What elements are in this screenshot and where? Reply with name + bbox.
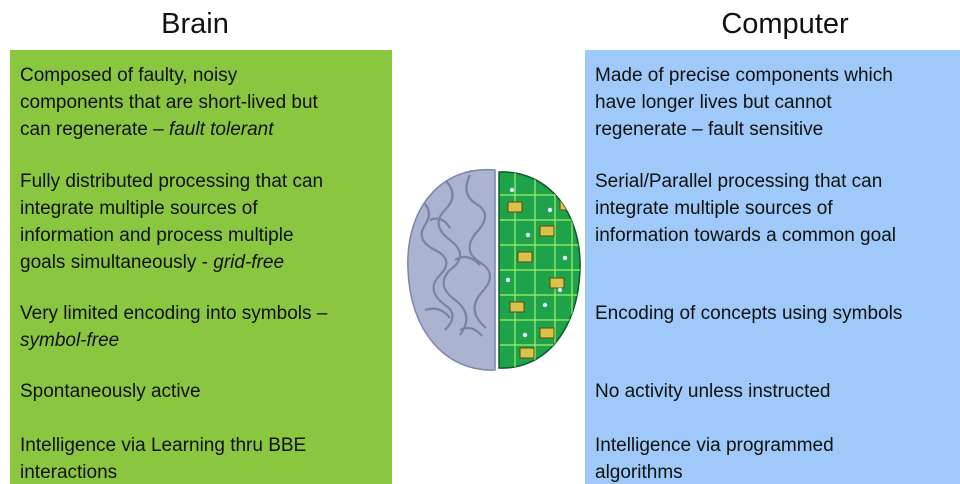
comparison-item: Spontaneously active [20,378,201,405]
item-line: Very limited encoding into symbols – [20,300,327,327]
item-text: integrate multiple sources of [595,198,833,219]
item-line: Composed of faulty, noisy [20,62,318,89]
item-line: Encoding of concepts using symbols [595,300,902,327]
item-line: Made of precise components which [595,62,893,89]
item-text: Intelligence via programmed [595,435,834,456]
item-line: regenerate – fault sensitive [595,116,893,143]
computer-title: Computer [721,8,849,40]
item-text: No activity unless instructed [595,381,831,402]
item-line: Spontaneously active [20,378,201,405]
item-line: Intelligence via Learning thru BBE [20,432,306,459]
item-text: Composed of faulty, noisy [20,65,238,86]
emphasis-text: grid-free [213,252,285,273]
brain-title: Brain [161,8,229,40]
item-text: Fully distributed processing that can [20,171,324,192]
item-text: Made of precise components which [595,65,893,86]
item-text: Very limited encoding into symbols – [20,303,328,324]
item-line: No activity unless instructed [595,378,831,405]
item-text: algorithms [595,462,683,483]
item-line: information towards a common goal [595,222,896,249]
item-line: have longer lives but cannot [595,89,893,116]
item-text: Encoding of concepts using symbols [595,303,903,324]
item-line: integrate multiple sources of [20,195,323,222]
comparison-item: No activity unless instructed [595,378,831,405]
comparison-item: Made of precise components which have lon… [595,62,893,143]
item-text: Serial/Parallel processing that can [595,171,883,192]
comparison-item: Very limited encoding into symbols – symb… [20,300,327,354]
item-line: algorithms [595,459,834,484]
brain-panel: Composed of faulty, noisy components that… [10,50,392,484]
item-text: goals simultaneously - [20,252,214,273]
item-line: Fully distributed processing that can [20,168,323,195]
item-line: can regenerate – fault tolerant [20,116,318,143]
item-line: interactions [20,459,306,484]
computer-panel: Made of precise components which have lon… [585,50,960,484]
brain-illustration [407,168,581,371]
item-line: components that are short-lived but [20,89,318,116]
item-text: Intelligence via Learning thru BBE [20,435,307,456]
emphasis-text: fault tolerant [168,119,274,140]
item-text: information towards a common goal [595,225,896,246]
item-text: have longer lives but cannot [595,92,832,113]
item-text: can regenerate – [20,119,169,140]
item-line: integrate multiple sources of [595,195,896,222]
item-line: Intelligence via programmed [595,432,834,459]
item-line: goals simultaneously - grid-free [20,249,323,276]
comparison-item: Serial/Parallel processing that can integ… [595,168,896,249]
item-line: symbol-free [20,327,327,354]
item-text: regenerate – fault sensitive [595,119,824,140]
comparison-item: Intelligence via Learning thru BBE intera… [20,432,306,484]
comparison-item: Encoding of concepts using symbols [595,300,902,327]
item-text: interactions [20,462,118,483]
item-line: Serial/Parallel processing that can [595,168,896,195]
comparison-item: Fully distributed processing that can int… [20,168,323,276]
comparison-item: Composed of faulty, noisy components that… [20,62,318,143]
item-text: components that are short-lived but [20,92,318,113]
item-text: Spontaneously active [20,381,201,402]
emphasis-text: symbol-free [20,330,120,351]
comparison-item: Intelligence via programmed algorithms [595,432,834,484]
item-text: integrate multiple sources of [20,198,258,219]
item-line: information and process multiple [20,222,323,249]
item-text: information and process multiple [20,225,294,246]
